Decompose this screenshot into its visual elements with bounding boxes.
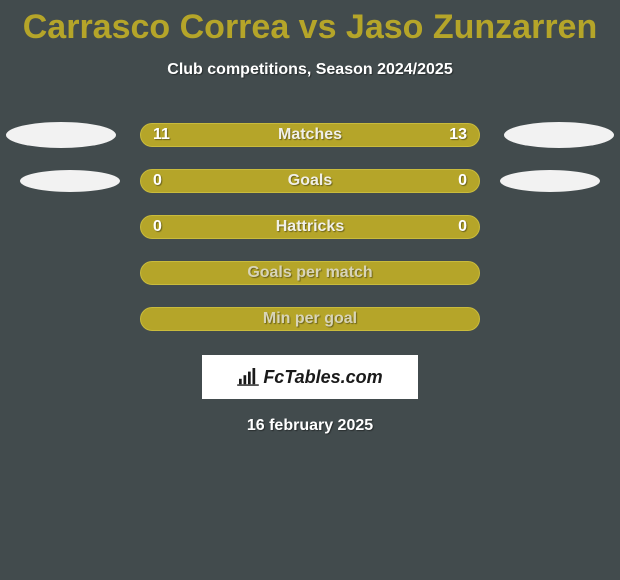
stat-left-value: 11 <box>153 126 170 144</box>
stat-label: Goals <box>288 172 332 190</box>
stat-row: 0 Goals 0 <box>0 169 620 193</box>
left-logo-ellipse <box>6 122 116 148</box>
stat-right-value: 0 <box>458 218 467 236</box>
stat-row: Min per goal <box>0 307 620 331</box>
stat-label: Matches <box>278 126 342 144</box>
date-text: 16 february 2025 <box>247 417 373 435</box>
stat-row: 11 Matches 13 <box>0 123 620 147</box>
stat-right-value: 0 <box>458 172 467 190</box>
stat-bar: Min per goal <box>140 307 480 331</box>
logo-text: FcTables.com <box>237 367 382 388</box>
stat-label: Hattricks <box>276 218 344 236</box>
left-logo-ellipse <box>20 170 120 192</box>
stat-bar: 11 Matches 13 <box>140 123 480 147</box>
logo-label: FcTables.com <box>263 367 382 388</box>
stat-rows: 11 Matches 13 0 Goals 0 0 Hattricks 0 <box>0 123 620 353</box>
right-logo-ellipse <box>504 122 614 148</box>
stat-row: 0 Hattricks 0 <box>0 215 620 239</box>
right-logo-ellipse <box>500 170 600 192</box>
stat-row: Goals per match <box>0 261 620 285</box>
page-title: Carrasco Correa vs Jaso Zunzarren <box>23 8 597 47</box>
stat-label: Goals per match <box>247 264 372 282</box>
comparison-infographic: Carrasco Correa vs Jaso Zunzarren Club c… <box>0 0 620 435</box>
stat-label: Min per goal <box>263 310 357 328</box>
stat-right-value: 13 <box>449 126 467 144</box>
stat-bar: 0 Hattricks 0 <box>140 215 480 239</box>
stat-left-value: 0 <box>153 218 162 236</box>
fctables-logo: FcTables.com <box>202 355 418 399</box>
bar-chart-icon <box>237 368 259 386</box>
page-subtitle: Club competitions, Season 2024/2025 <box>167 61 452 79</box>
stat-left-value: 0 <box>153 172 162 190</box>
stat-bar: Goals per match <box>140 261 480 285</box>
stat-bar: 0 Goals 0 <box>140 169 480 193</box>
